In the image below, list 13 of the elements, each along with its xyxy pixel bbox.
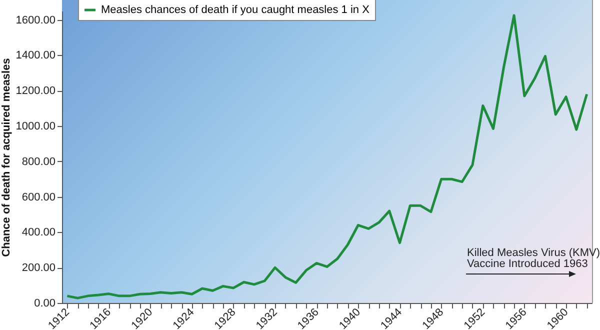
y-axis-title: Chance of death for acquired measles	[0, 58, 13, 257]
y-tick-label: 800.00	[22, 156, 56, 168]
y-tick-label: 1200.00	[16, 85, 56, 98]
y-tick-label: 400.00	[22, 226, 56, 239]
annotation: Killed Measles Virus (KMV)	[467, 247, 600, 259]
y-tick-label: 1600.00	[16, 14, 56, 26]
y-tick-label: 600.00	[22, 191, 56, 204]
annotation: Vaccine Introduced 1963	[467, 258, 588, 270]
y-tick-label: 1000.00	[16, 120, 56, 133]
y-tick-label: 200.00	[22, 262, 56, 274]
y-tick-label: 1400.00	[16, 50, 56, 62]
legend-label: Measles chances of death if you caught measles 1 in X	[101, 4, 370, 16]
y-tick-label: 0.00	[34, 298, 56, 310]
